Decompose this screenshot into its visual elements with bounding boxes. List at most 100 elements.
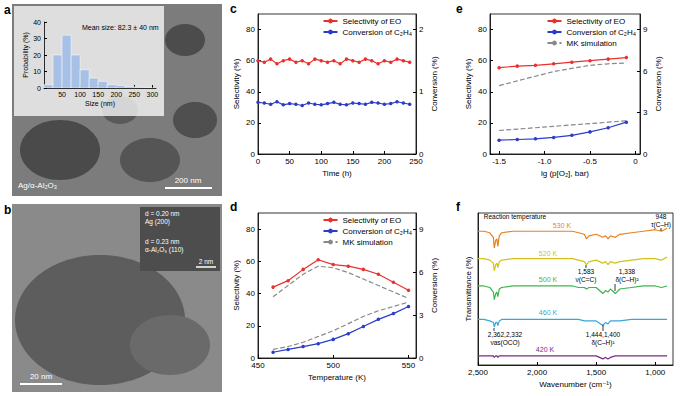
svg-text:f: f xyxy=(456,200,461,214)
svg-text:3: 3 xyxy=(419,311,424,320)
svg-text:MK simulation: MK simulation xyxy=(566,39,616,48)
svg-text:20: 20 xyxy=(246,321,255,330)
svg-text:60: 60 xyxy=(246,257,255,266)
svg-text:250: 250 xyxy=(409,157,423,166)
svg-text:lg (p[O₂], bar): lg (p[O₂], bar) xyxy=(541,169,589,178)
svg-text:500 K: 500 K xyxy=(539,276,558,283)
svg-text:Mean size: 82.3 ± 40 nm: Mean size: 82.3 ± 40 nm xyxy=(82,24,159,31)
svg-text:20: 20 xyxy=(33,52,41,59)
svg-text:60: 60 xyxy=(478,56,487,65)
svg-text:80: 80 xyxy=(246,225,255,234)
svg-text:2,000: 2,000 xyxy=(527,368,548,377)
svg-text:10: 10 xyxy=(33,68,41,75)
svg-text:Selectivity (%): Selectivity (%) xyxy=(232,260,241,311)
svg-text:-1.5: -1.5 xyxy=(492,157,506,166)
svg-text:d = 0.23 nm: d = 0.23 nm xyxy=(145,238,180,245)
svg-text:Time (h): Time (h) xyxy=(322,169,352,178)
svg-text:νas(OCO): νas(OCO) xyxy=(490,339,519,347)
svg-text:Selectivity of EO: Selectivity of EO xyxy=(566,17,625,26)
svg-text:α-Al₂O₃ (110): α-Al₂O₃ (110) xyxy=(145,246,183,254)
svg-text:Ag (200): Ag (200) xyxy=(145,218,170,226)
svg-text:0: 0 xyxy=(643,150,648,159)
svg-text:b: b xyxy=(4,203,11,217)
svg-text:40: 40 xyxy=(33,19,41,26)
svg-text:100: 100 xyxy=(74,91,86,98)
svg-text:250: 250 xyxy=(128,91,140,98)
svg-text:50: 50 xyxy=(285,157,294,166)
svg-text:Selectivity (%): Selectivity (%) xyxy=(232,58,241,109)
svg-text:9: 9 xyxy=(643,25,648,34)
svg-text:20 nm: 20 nm xyxy=(30,372,53,381)
svg-text:200: 200 xyxy=(378,157,392,166)
svg-text:d: d xyxy=(230,200,237,214)
svg-text:Selectivity of EO: Selectivity of EO xyxy=(342,216,401,225)
svg-text:530 K: 530 K xyxy=(553,222,572,229)
svg-text:MK simulation: MK simulation xyxy=(342,238,392,247)
svg-text:500: 500 xyxy=(327,361,341,370)
svg-text:2,500: 2,500 xyxy=(468,368,489,377)
svg-text:6: 6 xyxy=(419,268,424,277)
svg-text:100: 100 xyxy=(315,157,329,166)
svg-text:460 K: 460 K xyxy=(539,309,558,316)
svg-text:40: 40 xyxy=(246,289,255,298)
svg-text:-1.0: -1.0 xyxy=(538,157,552,166)
svg-text:Probability (%): Probability (%) xyxy=(22,32,30,78)
svg-text:Conversion of C₂H₄: Conversion of C₂H₄ xyxy=(342,227,412,236)
svg-text:Reaction temperature: Reaction temperature xyxy=(484,213,547,221)
svg-text:6: 6 xyxy=(643,67,648,76)
svg-text:Conversion (%): Conversion (%) xyxy=(654,56,663,111)
svg-text:200: 200 xyxy=(110,91,122,98)
svg-text:1,583: 1,583 xyxy=(578,268,595,275)
svg-text:Size (nm): Size (nm) xyxy=(85,100,115,108)
svg-text:1,444,1,400: 1,444,1,400 xyxy=(586,331,621,338)
svg-text:Conversion of C₂H₄: Conversion of C₂H₄ xyxy=(342,28,412,37)
svg-text:20: 20 xyxy=(246,118,255,127)
svg-text:0: 0 xyxy=(419,354,424,363)
svg-text:c: c xyxy=(230,2,237,16)
svg-text:a: a xyxy=(4,3,11,17)
svg-text:1,000: 1,000 xyxy=(645,368,666,377)
svg-text:50: 50 xyxy=(58,91,66,98)
svg-text:Selectivity of EO: Selectivity of EO xyxy=(342,17,401,26)
svg-text:40: 40 xyxy=(478,87,487,96)
svg-text:-0.5: -0.5 xyxy=(583,157,597,166)
svg-text:3: 3 xyxy=(643,108,648,117)
svg-text:0: 0 xyxy=(256,157,261,166)
svg-text:d = 0.20 nm: d = 0.20 nm xyxy=(145,210,180,217)
svg-text:150: 150 xyxy=(92,91,104,98)
svg-text:Conversion (%): Conversion (%) xyxy=(430,258,439,313)
svg-text:0: 0 xyxy=(37,85,41,92)
svg-text:520 K: 520 K xyxy=(539,250,558,257)
svg-text:Conversion of C₂H₄: Conversion of C₂H₄ xyxy=(566,28,636,37)
svg-text:0: 0 xyxy=(483,150,488,159)
svg-text:Temperature (K): Temperature (K) xyxy=(308,373,366,382)
svg-text:2,362,2,332: 2,362,2,332 xyxy=(488,331,523,338)
svg-text:60: 60 xyxy=(246,56,255,65)
svg-text:τ(C–H): τ(C–H) xyxy=(651,221,671,229)
svg-text:Conversion (%): Conversion (%) xyxy=(430,56,439,111)
svg-text:30: 30 xyxy=(33,35,41,42)
svg-text:80: 80 xyxy=(478,25,487,34)
svg-text:δ(C–H)²: δ(C–H)² xyxy=(615,276,639,284)
svg-text:948: 948 xyxy=(656,213,667,220)
svg-text:150: 150 xyxy=(346,157,360,166)
svg-text:ν(C=C): ν(C=C) xyxy=(576,276,597,284)
svg-text:20: 20 xyxy=(478,118,487,127)
svg-text:Transmittance (%): Transmittance (%) xyxy=(464,256,473,321)
svg-text:2: 2 xyxy=(419,25,424,34)
svg-text:420 K: 420 K xyxy=(536,346,555,353)
svg-text:Selectivity (%): Selectivity (%) xyxy=(464,58,473,109)
svg-text:80: 80 xyxy=(246,25,255,34)
svg-text:1,338: 1,338 xyxy=(619,268,636,275)
svg-text:450: 450 xyxy=(251,361,265,370)
svg-text:300: 300 xyxy=(147,91,159,98)
svg-text:0: 0 xyxy=(633,157,638,166)
svg-text:550: 550 xyxy=(402,361,416,370)
svg-text:40: 40 xyxy=(246,87,255,96)
svg-text:9: 9 xyxy=(419,225,424,234)
svg-text:e: e xyxy=(456,2,463,16)
svg-text:1: 1 xyxy=(419,87,424,96)
svg-text:Wavenumber (cm⁻¹): Wavenumber (cm⁻¹) xyxy=(539,380,612,389)
svg-text:200 nm: 200 nm xyxy=(175,176,202,185)
svg-text:2 nm: 2 nm xyxy=(199,258,213,265)
